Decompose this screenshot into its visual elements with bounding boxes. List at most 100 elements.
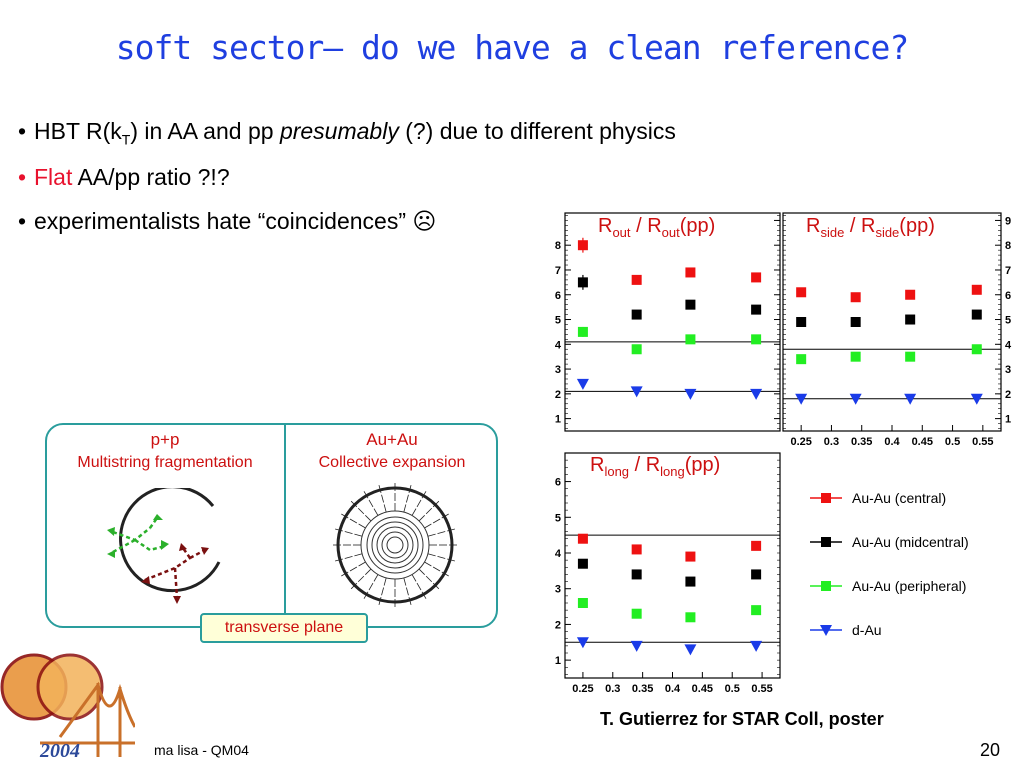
title-part: (pp)	[899, 215, 935, 237]
green-arrowheads-icon	[107, 514, 169, 558]
red-arrowheads-icon	[141, 543, 209, 604]
legend-label: Au-Au (midcentral)	[852, 534, 969, 550]
x-tick-label: 0.55	[751, 683, 772, 695]
flow-arrow	[349, 518, 358, 524]
title-sub: long	[660, 464, 685, 479]
flow-arrow	[383, 577, 387, 586]
d-au-point	[750, 388, 763, 400]
bullet-hbt: • HBT R(kT) in AA and pp presumably (?) d…	[18, 118, 676, 148]
d-au-point	[849, 393, 862, 405]
y-tick-label: 6	[1005, 290, 1011, 302]
y-tick-label: 7	[555, 265, 561, 277]
y-tick-label: 1	[555, 655, 561, 667]
flow-arrow	[425, 507, 433, 515]
data-point	[685, 551, 696, 562]
y-tick-label: 3	[555, 364, 561, 376]
data-point	[796, 317, 807, 327]
bullet-text: experimentalists hate “coincidences”	[34, 208, 413, 234]
flow-arrow	[365, 515, 372, 522]
auau-title: Au+Au	[366, 430, 418, 449]
bullet-emphasis: presumably	[279, 118, 399, 144]
bullet-highlight: Flat	[34, 164, 73, 190]
x-tick-label: 0.25	[790, 436, 811, 448]
flow-arrow	[368, 499, 374, 508]
bullet-coincidences: • experimentalists hate “coincidences” ☹	[18, 208, 436, 235]
flow-arrow	[411, 508, 417, 516]
green-strings-icon	[112, 517, 166, 554]
chart-legend: Au-Au (central) Au-Au (midcentral) Au-Au (…	[810, 490, 969, 638]
legend-marker	[821, 581, 831, 591]
y-tick-label: 8	[1005, 240, 1011, 252]
flow-arrow	[383, 504, 387, 513]
flow-arrow	[416, 499, 422, 508]
auau-outer-circle	[336, 486, 454, 604]
hbt-ratio-charts: 1 2 3 4 5 6 7 8 1 2 3 4 5 6 7 8 91 2 3 4 5 6 7 8 9 0.25 0.3 0.35 0.4…	[555, 212, 1012, 695]
data-point	[577, 277, 588, 288]
data-point	[685, 334, 696, 345]
flow-arrow	[432, 566, 441, 572]
data-point	[631, 344, 642, 355]
x-tick-label: 0.45	[692, 683, 713, 695]
data-point	[631, 608, 642, 619]
pp-title: p+p	[150, 430, 180, 449]
d-au-point	[904, 393, 917, 405]
data-point	[796, 354, 807, 365]
pp-subtitle: Multistring fragmentation	[77, 454, 253, 471]
data-point	[751, 569, 762, 580]
d-au-point	[576, 637, 589, 649]
data-point	[577, 598, 588, 608]
data-point	[685, 612, 696, 623]
chart-panel-2: 1 2 3 4 5 6 7 8 9 0.25 0.3 0.35 0.4 0.45 0.5 0.55	[782, 212, 1012, 448]
y-tick-label: 3	[555, 584, 561, 596]
x-tick-label: 0.4	[884, 436, 900, 448]
data-point	[631, 274, 642, 285]
x-tick-label: 0.25	[572, 683, 593, 695]
flow-arrow	[411, 574, 417, 582]
flow-arrow	[381, 494, 384, 503]
panel-title-out: Rout / Rout(pp)	[598, 215, 715, 240]
data-point	[685, 299, 696, 310]
y-tick-label: 6	[555, 290, 561, 302]
panel-frame	[564, 212, 781, 432]
y-tick-label: 2	[555, 619, 561, 631]
flow-arrow	[424, 561, 432, 567]
d-au-point	[630, 640, 643, 652]
title-part: (pp)	[684, 454, 721, 476]
logo-year: 2004	[39, 740, 80, 762]
flow-arrow	[418, 515, 425, 522]
panel-frame	[564, 452, 781, 679]
flow-arrow	[427, 533, 436, 537]
bullet-text: HBT R(k	[34, 118, 122, 144]
bullet-text: ) in AA and pp	[130, 118, 280, 144]
credit-line: T. Gutierrez for STAR Coll, poster	[600, 709, 884, 729]
title-part: / R	[630, 215, 662, 237]
frown-face-icon: ☹	[412, 208, 437, 234]
flow-arrow	[432, 518, 441, 524]
flow-arrow	[365, 568, 372, 575]
y-tick-label: 8	[555, 240, 561, 252]
title-part: / R	[844, 215, 876, 237]
transverse-plane-label: transverse plane	[200, 613, 368, 643]
legend-marker	[821, 537, 831, 547]
footer-text: ma lisa - QM04	[154, 742, 249, 758]
data-point	[905, 289, 916, 300]
bullet-text: AA/pp ratio ?!?	[72, 164, 230, 190]
flow-arrow	[406, 587, 409, 596]
string-fragmentation-sketch	[107, 488, 221, 604]
flow-arrow	[357, 507, 365, 515]
flow-arrow	[406, 494, 409, 503]
legend-marker	[821, 493, 831, 503]
x-tick-label: 0.5	[945, 436, 960, 448]
slide-title: soft sector– do we have a clean referenc…	[115, 28, 909, 67]
data-point	[631, 544, 642, 555]
d-au-point	[750, 640, 763, 652]
title-sub: side	[875, 225, 900, 240]
diagram-divider	[284, 424, 286, 627]
data-point	[751, 304, 762, 315]
d-au-point	[576, 378, 589, 390]
data-point	[971, 309, 982, 320]
collective-expansion-sketch	[333, 483, 457, 607]
data-point	[751, 540, 762, 551]
flow-arrow	[403, 504, 407, 513]
